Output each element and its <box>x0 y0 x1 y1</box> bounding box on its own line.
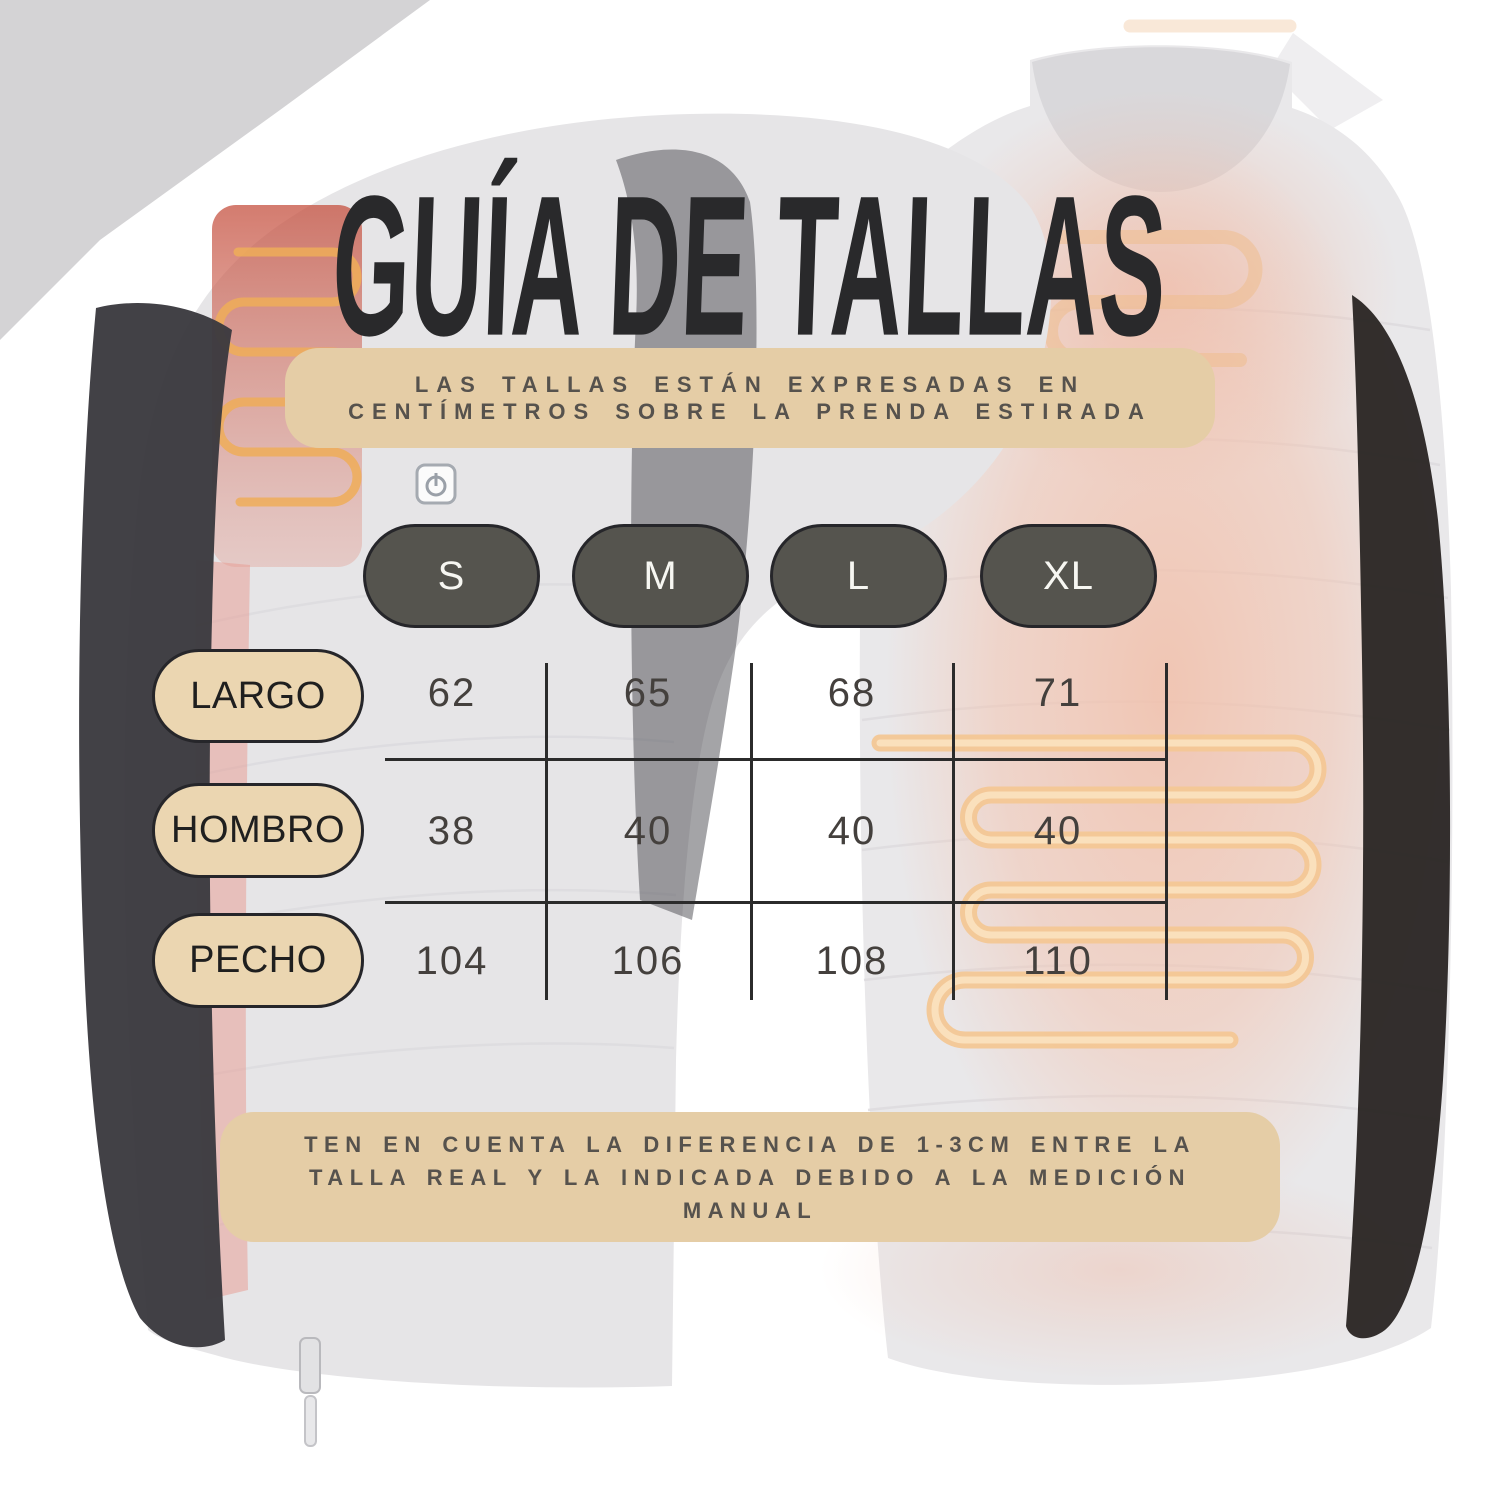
table-divider-vertical <box>750 663 753 1000</box>
bottom-note-line-1: TEN EN CUENTA LA DIFERENCIA DE 1-3CM ENT… <box>304 1131 1196 1157</box>
size-value-cell: 68 <box>827 671 877 715</box>
row-pill-label: PECHO <box>189 939 327 981</box>
heating-coils-main <box>871 734 1327 1049</box>
size-pill-label: XL <box>1043 553 1094 598</box>
row-pill-label: HOMBRO <box>171 809 345 851</box>
row-pill-largo: LARGO <box>152 649 364 743</box>
table-divider-horizontal <box>385 758 1168 761</box>
page-title: GUÍA DE TALLAS <box>0 153 1500 377</box>
size-value-cell: 106 <box>611 939 685 983</box>
size-pill-label: M <box>643 553 678 598</box>
size-value-cell: 110 <box>1023 939 1093 983</box>
top-note-line-1: LAS TALLAS ESTÁN EXPRESADAS EN <box>414 372 1086 397</box>
heating-coils-upper <box>1044 19 1297 367</box>
table-divider-vertical <box>545 663 548 1000</box>
page-title-text: GUÍA DE TALLAS <box>329 153 1171 377</box>
backdrop-shadow-top-left <box>0 0 430 340</box>
power-icon <box>415 463 457 505</box>
table-divider-horizontal <box>385 901 1168 904</box>
top-note-line-2: CENTÍMETROS SOBRE LA PRENDA ESTIRADA <box>348 399 1152 424</box>
size-value-cell: 40 <box>623 809 673 853</box>
backdrop-shadow-top-right <box>1270 33 1383 130</box>
size-value-cell: 108 <box>815 939 889 983</box>
right-vest-black-side <box>1346 295 1451 1339</box>
size-value-cell: 71 <box>1033 671 1083 715</box>
row-pill-label: LARGO <box>190 674 326 717</box>
bottom-note-line-3: MANUAL <box>682 1197 818 1223</box>
row-pill-hombro: HOMBRO <box>152 783 364 878</box>
size-pill-s: S <box>363 524 540 628</box>
size-pill-label: L <box>846 553 871 598</box>
size-pill-l: L <box>770 524 947 628</box>
table-divider-vertical <box>952 663 955 1000</box>
zipper-pull-icon <box>299 1337 321 1447</box>
size-pill-m: M <box>572 524 749 628</box>
bottom-note-box: TEN EN CUENTA LA DIFERENCIA DE 1-3CM ENT… <box>220 1112 1280 1242</box>
size-value-cell: 38 <box>427 809 477 853</box>
size-value-cell: 62 <box>427 671 477 715</box>
size-value-cell: 40 <box>1033 809 1083 853</box>
bottom-note-line-2: TALLA REAL Y LA INDICADA DEBIDO A LA MED… <box>309 1164 1191 1190</box>
size-value-cell: 40 <box>827 809 877 853</box>
size-pill-label: S <box>437 553 466 598</box>
table-divider-vertical <box>1165 663 1168 1000</box>
row-pill-pecho: PECHO <box>152 913 364 1008</box>
size-value-cell: 104 <box>415 939 489 983</box>
size-value-cell: 65 <box>623 671 673 715</box>
top-note-box: LAS TALLAS ESTÁN EXPRESADAS EN CENTÍMETR… <box>285 348 1215 448</box>
size-pill-xl: XL <box>980 524 1157 628</box>
